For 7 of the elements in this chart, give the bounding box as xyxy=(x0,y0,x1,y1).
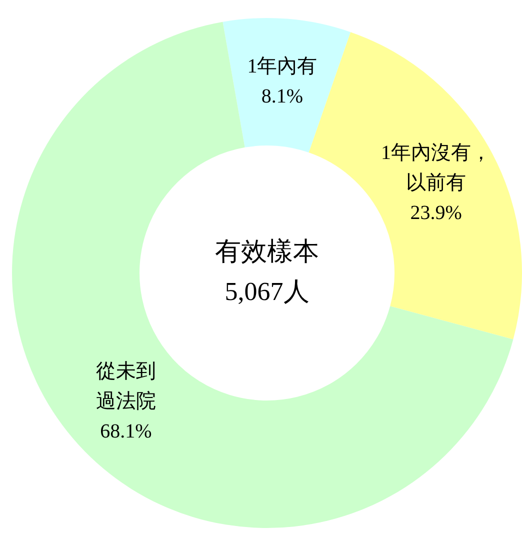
slice-label: 1年內有 xyxy=(247,56,318,78)
data-label: 68.1% xyxy=(100,420,152,442)
slice-label: 1年內沒有，以前有 xyxy=(381,142,492,194)
data-label: 8.1% xyxy=(261,86,304,108)
data-label: 23.9% xyxy=(410,202,462,224)
text: 有效樣本 5,067人 xyxy=(215,236,319,306)
slice-label: 從未到過法院 xyxy=(96,360,156,412)
